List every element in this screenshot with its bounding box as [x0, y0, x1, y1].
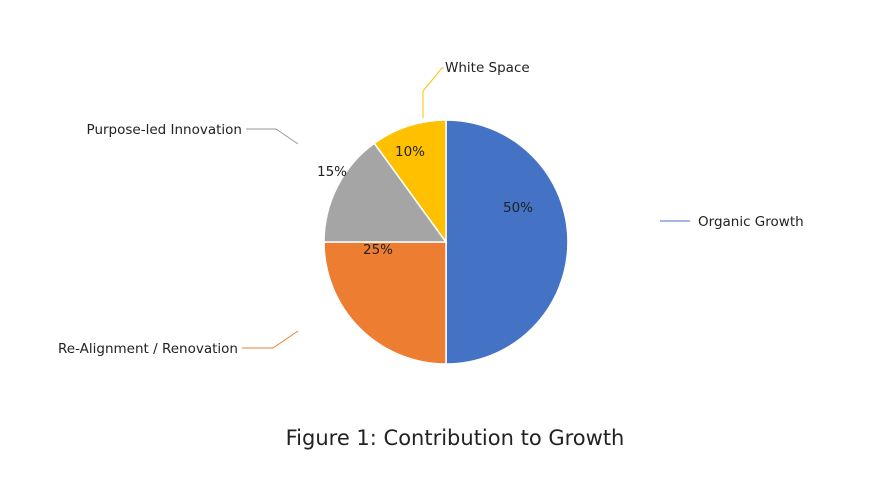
category-label-re-alignment-renovation: Re-Alignment / Renovation	[58, 341, 238, 357]
pie-slice-white-space	[373, 119, 447, 245]
callout-line-purpose-led-innovation	[246, 128, 299, 145]
category-label-white-space: White Space	[445, 60, 530, 76]
value-label-purpose-led-innovation: 15%	[317, 164, 347, 180]
category-label-organic-growth: Organic Growth	[698, 214, 804, 230]
pie-slices	[323, 119, 569, 365]
pie-value-labels: 50% 25% 15% 10%	[317, 144, 533, 258]
category-label-purpose-led-innovation: Purpose-led Innovation	[87, 122, 242, 138]
value-label-re-alignment-renovation: 25%	[363, 242, 393, 258]
figure-caption: Figure 1: Contribution to Growth	[286, 426, 625, 450]
pie-slice-purpose-led-innovation	[323, 142, 448, 243]
pie-callouts: Organic Growth Re-Alignment / Renovation P…	[58, 60, 804, 357]
pie-slice-re-alignment-renovation	[323, 241, 447, 365]
pie-slice-organic-growth	[445, 119, 569, 365]
callout-line-white-space	[422, 67, 444, 118]
value-label-white-space: 10%	[395, 144, 425, 160]
value-label-organic-growth: 50%	[503, 200, 533, 216]
callout-line-re-alignment-renovation	[242, 330, 299, 349]
